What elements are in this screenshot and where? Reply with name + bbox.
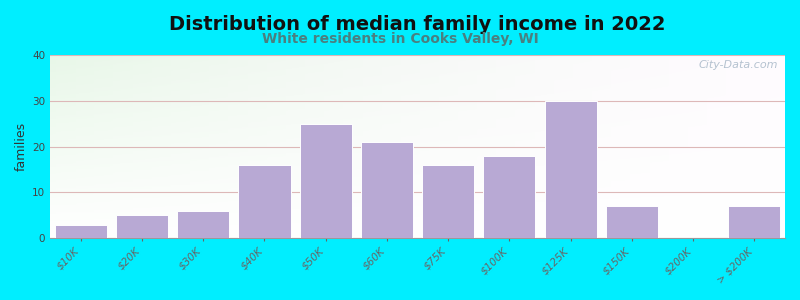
Y-axis label: families: families [15,122,28,171]
Bar [483,156,535,238]
Bar [361,142,413,238]
Bar [178,211,230,238]
Text: City-Data.com: City-Data.com [698,61,778,70]
Text: White residents in Cooks Valley, WI: White residents in Cooks Valley, WI [262,32,538,46]
Bar [728,206,781,238]
Bar [54,224,106,238]
Bar [606,206,658,238]
Bar [116,215,168,238]
Bar [422,165,474,238]
Bar [238,165,290,238]
Bar [545,101,597,238]
Bar [300,124,352,238]
Title: Distribution of median family income in 2022: Distribution of median family income in … [170,15,666,34]
